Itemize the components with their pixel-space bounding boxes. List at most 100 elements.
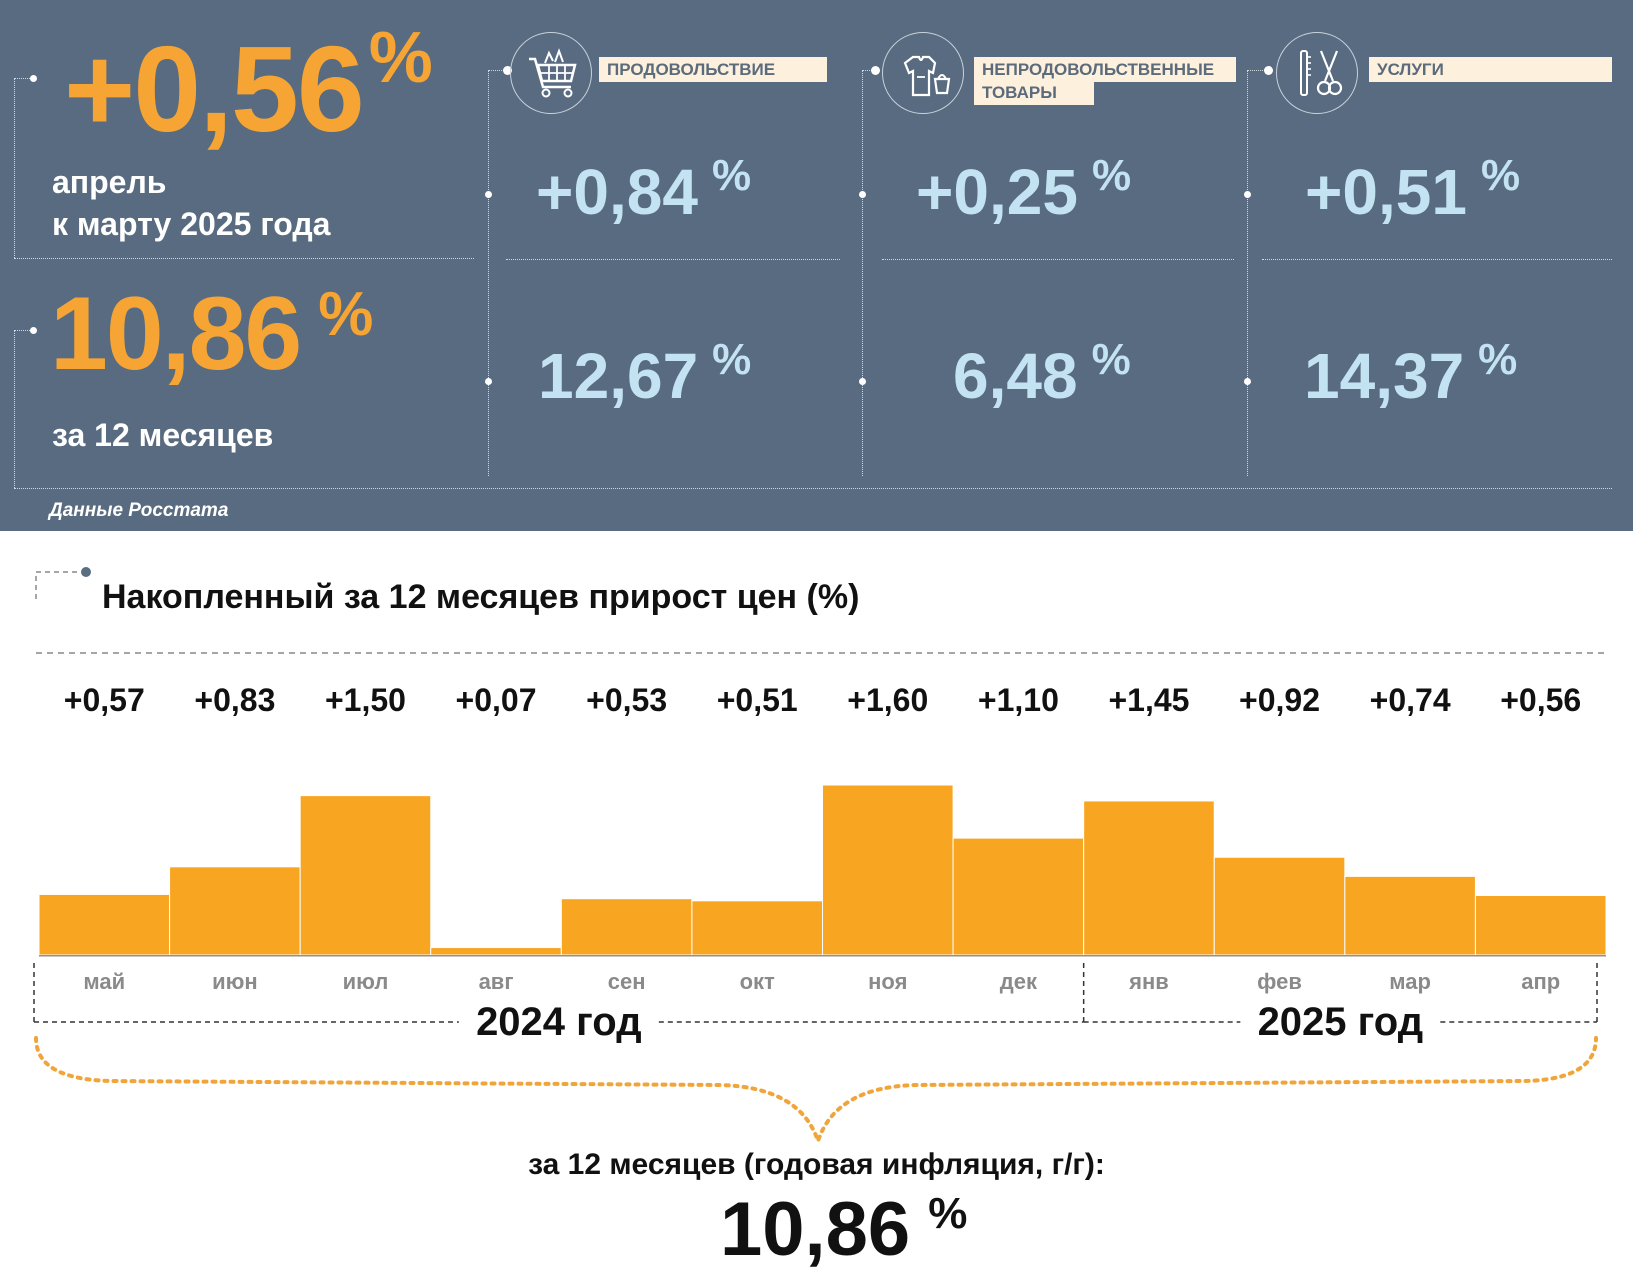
category-mom-unit: % [711,151,752,200]
value-label: +0,53 [586,682,667,718]
chart-frame [33,567,1606,1148]
month-label: мар [1389,969,1431,994]
divider-line [14,330,32,331]
summary-brace [34,1036,1598,1148]
mom-caption-line1: апрель [52,164,167,200]
bar-янв [1083,800,1215,956]
value-label: +0,07 [456,682,537,718]
category-label-nonfood: НЕПРОДОВОЛЬСТВЕННЫЕ [974,57,1236,82]
mom-caption-line2: к марту 2025 года [52,206,331,242]
annual-caption: за 12 месяцев (годовая инфляция, г/г): [528,1148,1105,1181]
bullet-dot [859,191,866,198]
divider-line [1247,70,1248,476]
chart-labels: +0,57 май +0,83 июн +1,50 июл +0,07 авг +0,53 сен… [64,682,1581,1044]
category-mom-unit: % [1480,151,1521,200]
divider-line [14,78,15,258]
clothing-bag-icon [882,32,964,114]
bar-май [38,893,171,956]
category-label-food: ПРОДОВОЛЬСТВИЕ [599,57,827,82]
bullet-dot [30,327,37,334]
bullet-dot [1244,378,1251,385]
category-label-line: ПРОДОВОЛЬСТВИЕ [607,60,776,79]
mom-number: +0,56 [64,21,365,157]
value-label: +0,92 [1239,682,1320,718]
category-yoy-number: 12,67 [538,340,699,412]
divider-line [506,259,840,260]
category-yoy-unit: % [1091,335,1131,384]
yoy-caption: за 12 месяцев [52,414,273,456]
yoy-number: 10,86 [50,276,302,392]
annual-unit: % [928,1189,968,1238]
value-label: +0,57 [64,682,145,718]
bar-июн [169,866,301,956]
month-label: янв [1128,969,1169,994]
category-label-line: УСЛУГИ [1377,60,1444,79]
bar-chart: +0,57 май +0,83 июн +1,50 июл +0,07 авг +0,53 сен… [33,567,1607,1148]
category-yoy-food: 12,67% [538,338,751,409]
mom-value: +0,56% [64,22,433,150]
bullet-dot [871,66,880,75]
category-mom-services: +0,51% [1305,154,1520,225]
divider-line [882,259,1234,260]
value-label: +0,51 [717,682,798,718]
bar-окт [691,900,824,956]
value-label: +1,60 [847,682,928,718]
month-label: июн [212,969,258,994]
scissors-comb-icon [1276,32,1358,114]
bullet-dot [1244,191,1251,198]
shopping-cart-icon [510,32,592,114]
value-label: +1,10 [978,682,1059,718]
bullet-dot [485,378,492,385]
category-label-services: УСЛУГИ [1369,57,1612,82]
mom-caption: апрель к марту 2025 года [52,161,330,245]
yoy-caption-text: за 12 месяцев [52,417,274,453]
month-label: дек [1000,969,1038,994]
chart-title: Накопленный за 12 месяцев прирост цен (%… [102,578,860,616]
divider-line [1247,70,1269,71]
divider-line [14,258,474,259]
bullet-dot [485,191,492,198]
category-yoy-number: 6,48 [953,340,1078,412]
divider-line [488,70,508,71]
annual-value: 10,86% [720,1192,967,1268]
bullet-dot [503,66,512,75]
divider-line [488,70,489,476]
category-yoy-nonfood: 6,48% [953,338,1131,409]
year-label: 2024 год [476,1000,642,1044]
category-yoy-services: 14,37% [1304,338,1517,409]
year-label: 2025 год [1258,1000,1424,1044]
category-label-nonfood-line2: ТОВАРЫ [974,80,1094,105]
bullet-dot [1264,66,1273,75]
value-label: +0,74 [1370,682,1451,718]
chart-bars [38,784,1607,956]
category-mom-food: +0,84% [536,154,751,225]
divider-line [14,330,15,488]
month-label: авг [479,969,514,994]
summary-panel: +0,56% апрель к марту 2025 года 10,86% з… [0,0,1633,531]
title-bullet-dot [81,567,91,577]
bar-мар [1344,875,1476,956]
category-label-line: НЕПРОДОВОЛЬСТВЕННЫЕ [982,60,1215,79]
value-label: +1,50 [325,682,406,718]
month-label: окт [740,969,775,994]
category-mom-unit: % [1091,151,1132,200]
category-mom-nonfood: +0,25% [916,154,1131,225]
category-yoy-number: 14,37 [1304,340,1465,412]
category-mom-number: +0,25 [916,156,1078,228]
bar-июл [299,795,432,956]
divider-line [862,70,863,476]
category-label-line: ТОВАРЫ [982,83,1057,102]
bar-апр [1474,895,1607,956]
divider-line [14,488,1612,489]
bar-дек [952,837,1085,956]
bar-ноя [822,784,954,956]
month-label: сен [608,969,646,994]
source-note: Данные Росстата [49,500,229,521]
bar-авг [430,947,562,956]
month-label: фев [1257,969,1302,994]
category-mom-number: +0,51 [1305,156,1467,228]
bar-фев [1213,856,1346,956]
mom-unit: % [368,18,433,98]
value-label: +0,56 [1500,682,1581,718]
month-label: ноя [868,969,907,994]
